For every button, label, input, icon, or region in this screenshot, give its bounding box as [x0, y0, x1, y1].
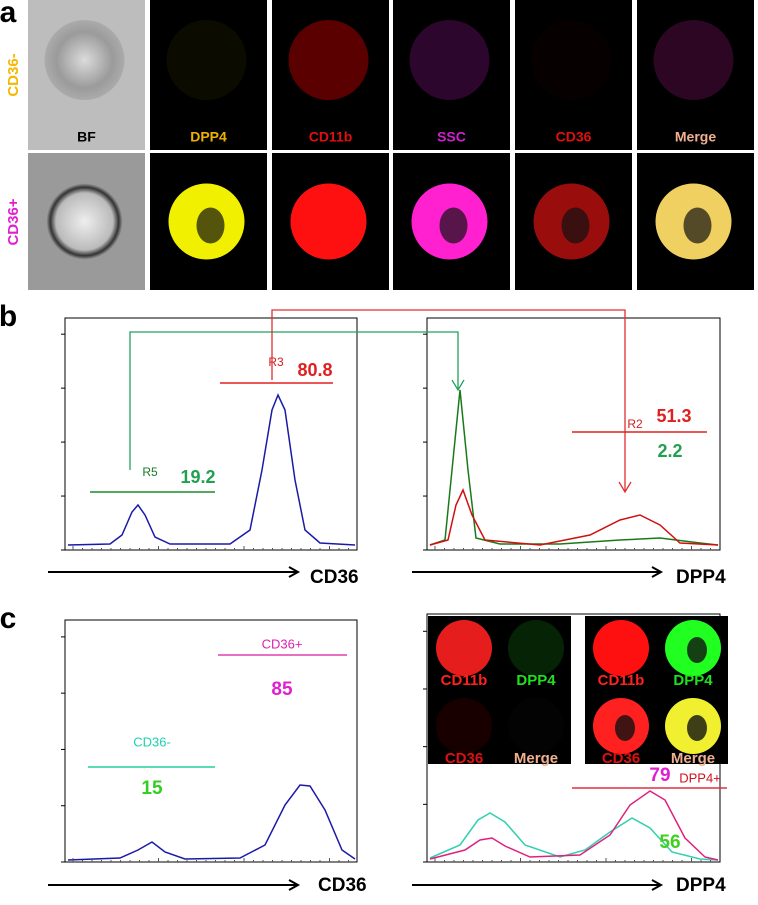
gate-value: 79 — [649, 765, 670, 786]
cell — [436, 698, 492, 754]
cell — [166, 20, 247, 100]
channel-label: BF — [77, 129, 96, 145]
cell — [288, 20, 369, 100]
inset-label: CD36 — [602, 750, 640, 767]
cell-hole — [439, 207, 468, 244]
inset-label: Merge — [514, 750, 558, 767]
cell — [593, 620, 649, 676]
inset-label: Merge — [671, 750, 715, 767]
gate-value: 85 — [271, 679, 293, 700]
cell — [290, 183, 367, 260]
row-label: CD36+ — [5, 198, 22, 245]
gate-name: R5 — [142, 465, 158, 479]
cell — [508, 620, 564, 676]
cell — [409, 20, 490, 100]
gate-name: CD36+ — [262, 636, 303, 651]
axis-label: DPP4 — [676, 875, 726, 896]
cell — [531, 20, 612, 100]
cell-hole — [196, 207, 225, 244]
panel-label: c — [0, 602, 16, 635]
inset-label: DPP4 — [673, 672, 713, 689]
axis-label: DPP4 — [676, 567, 726, 588]
image-tile — [150, 0, 267, 150]
channel-label: CD11b — [309, 129, 353, 145]
gate-name: DPP4+ — [679, 770, 721, 785]
image-grid: BF DPP4 CD11b SSC CD36 Merge — [28, 0, 754, 290]
cell — [46, 183, 123, 260]
gate-name: CD36- — [133, 734, 171, 749]
cell — [436, 620, 492, 676]
gate-value: 80.8 — [297, 360, 332, 380]
axis-label: CD36 — [310, 567, 359, 588]
histogram — [48, 309, 721, 578]
cell — [508, 698, 564, 754]
image-tile — [515, 0, 632, 150]
inset-label: CD36 — [445, 750, 483, 767]
cell-hole — [615, 715, 635, 741]
row-label: CD36- — [5, 53, 22, 96]
panel-label: b — [0, 300, 17, 333]
channel-label: SSC — [437, 129, 466, 145]
gate-value: 56 — [659, 832, 680, 853]
cell — [653, 20, 734, 100]
panel-label: a — [0, 0, 17, 29]
inset-label: DPP4 — [516, 672, 556, 689]
gate-value: 2.2 — [657, 441, 682, 461]
cell — [44, 20, 125, 100]
inset-label: CD11b — [441, 672, 488, 689]
cell-hole — [561, 207, 590, 244]
channel-label: Merge — [675, 129, 716, 145]
axis-label: CD36 — [318, 875, 367, 896]
inset-images: CD11b DPP4 CD36 Merge CD11b DPP4 CD36 Merge — [428, 616, 728, 767]
cell-hole — [687, 715, 707, 741]
gate-value: 15 — [141, 778, 163, 799]
gate-name: R2 — [627, 417, 643, 431]
inset-label: CD11b — [598, 672, 645, 689]
channel-label: DPP4 — [190, 129, 227, 145]
channel-label: CD36 — [556, 129, 592, 145]
cell-hole — [687, 637, 707, 663]
cell-hole — [683, 207, 712, 244]
gate-value: 19.2 — [180, 467, 215, 487]
gate-value: 51.3 — [656, 406, 691, 426]
gate-name: R3 — [268, 355, 284, 369]
